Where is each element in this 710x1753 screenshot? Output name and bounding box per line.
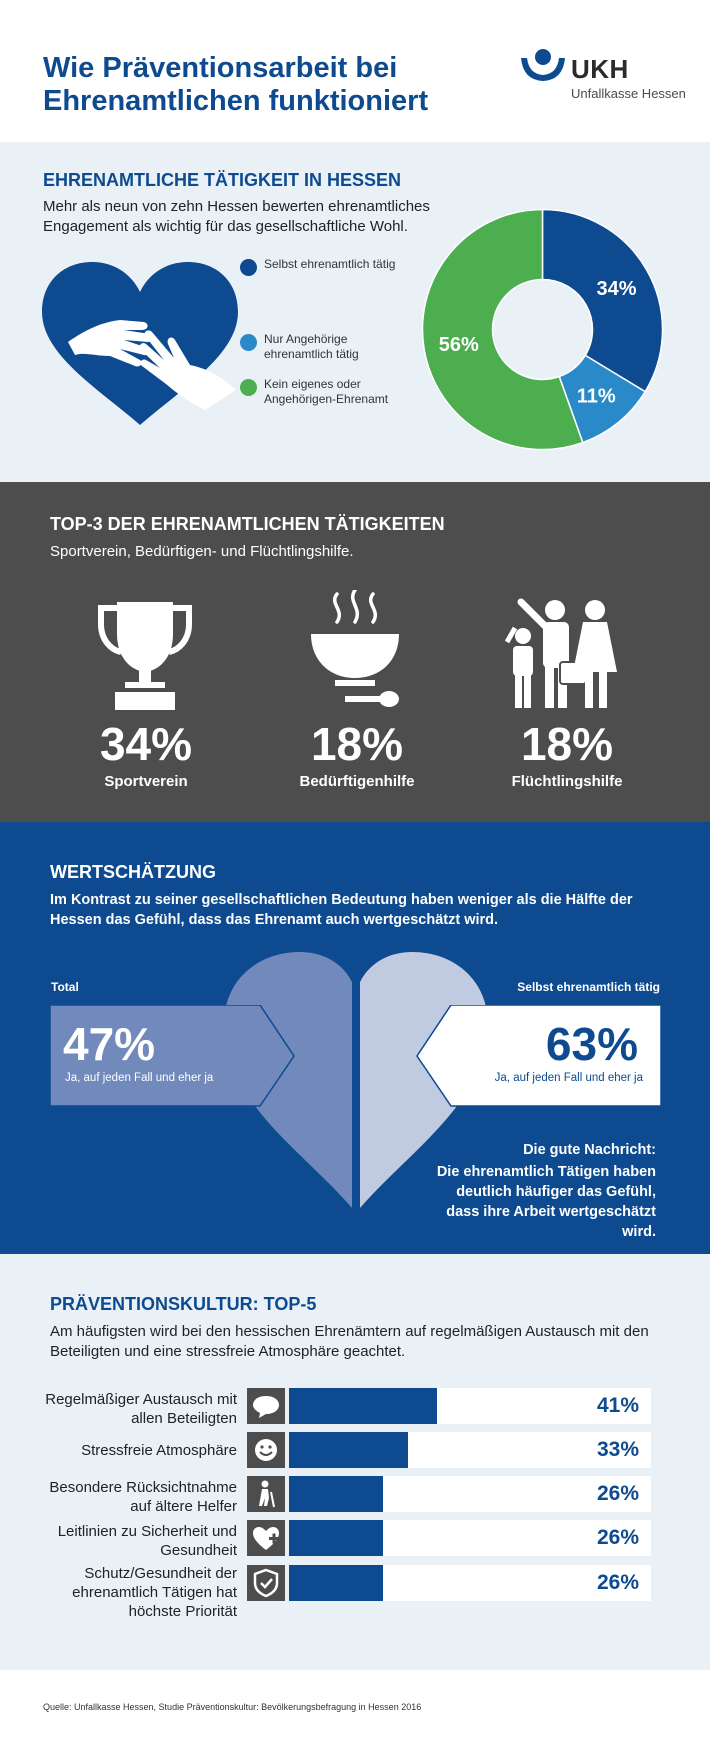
legend-item-angehoerige: Nur Angehörige ehrenamtlich tätig bbox=[240, 332, 384, 362]
logo-subtitle: Unfallkasse Hessen bbox=[571, 86, 686, 101]
section-heading: EHRENAMTLICHE TÄTIGKEIT IN HESSEN bbox=[43, 170, 402, 190]
section-intro: Sportverein, Bedürftigen- und Flüchtling… bbox=[50, 543, 354, 560]
section-heading: TOP-3 DER EHRENAMTLICHEN TÄTIGKEITEN bbox=[50, 514, 445, 534]
top3-pct-beduerftigenhilfe: 18% bbox=[310, 718, 404, 770]
legend-dot-green bbox=[240, 379, 257, 396]
bar-fill bbox=[289, 1565, 384, 1601]
donut-slice-label: 11% bbox=[577, 385, 616, 407]
legend-label: Selbst ehrenamtlich tätig bbox=[264, 257, 396, 271]
bar-value: 33% bbox=[596, 1438, 639, 1461]
section-intro: Am häufigsten wird bei den hessischen Eh… bbox=[50, 1323, 649, 1360]
section-top3: TOP-3 DER EHRENAMTLICHEN TÄTIGKEITEN Spo… bbox=[0, 482, 710, 822]
section-heading: PRÄVENTIONSKULTUR: TOP-5 bbox=[50, 1294, 317, 1314]
donut-chart: 34% 11% 56% bbox=[421, 208, 664, 451]
right-pct: 63% bbox=[545, 1018, 638, 1070]
donut-slice bbox=[541, 208, 664, 393]
bar-track: 26% bbox=[289, 1520, 651, 1556]
left-callout-shape bbox=[50, 1005, 295, 1107]
note-text: Die ehrenamtlich Tätigen haben deutlich … bbox=[436, 1164, 656, 1240]
bar-fill bbox=[289, 1476, 384, 1512]
legend-item-kein: Kein eigenes oder Angehörigen-Ehrenamt bbox=[240, 377, 404, 407]
right-callout-shape bbox=[416, 1005, 661, 1107]
bar-track: 26% bbox=[289, 1476, 651, 1512]
top3-label-sportverein: Sportverein bbox=[104, 773, 188, 790]
speech-bubble-icon bbox=[247, 1388, 285, 1424]
note-title: Die gute Nachricht: bbox=[523, 1142, 656, 1158]
elderly-person-icon bbox=[247, 1476, 285, 1512]
page-title: Wie Präventionsarbeit bei Ehrenamtlichen… bbox=[43, 52, 429, 117]
smiley-icon bbox=[247, 1432, 285, 1468]
top3-label-fluechtlingshilfe: Flüchtlingshilfe bbox=[511, 773, 623, 790]
section-ehrenamt: EHRENAMTLICHE TÄTIGKEIT IN HESSEN Mehr a… bbox=[0, 142, 710, 482]
bar-value: 26% bbox=[596, 1571, 639, 1594]
trophy-icon bbox=[98, 602, 192, 710]
top3-label-beduerftigenhilfe: Bedürftigenhilfe bbox=[299, 773, 415, 790]
bar-track: 26% bbox=[289, 1565, 651, 1601]
row-label: Regelmäßiger Austausch mit allen Beteili… bbox=[45, 1391, 237, 1427]
bar-value: 26% bbox=[596, 1526, 639, 1549]
soup-bowl-icon bbox=[311, 590, 399, 707]
section-praeventionskultur: PRÄVENTIONSKULTUR: TOP-5 Am häufigsten w… bbox=[0, 1254, 710, 1670]
heart-hands-icon bbox=[42, 262, 238, 425]
bar-track: 41% bbox=[289, 1388, 651, 1424]
top3-pct-fluechtlingshilfe: 18% bbox=[520, 718, 614, 770]
row-label: Schutz/Gesundheit der ehrenamtlich Tätig… bbox=[72, 1565, 237, 1620]
row-label: Leitlinien zu Sicherheit und Gesundheit bbox=[57, 1523, 237, 1559]
donut-slice-label: 56% bbox=[439, 334, 479, 356]
logo-wordmark: UKH bbox=[571, 54, 629, 84]
row-label: Besondere Rücksichtnahme auf ältere Helf… bbox=[49, 1479, 237, 1515]
heart-plus-icon bbox=[247, 1520, 285, 1556]
section-heading: WERTSCHÄTZUNG bbox=[50, 862, 216, 882]
right-label: Selbst ehrenamtlich tätig bbox=[517, 980, 660, 994]
top3-pct-sportverein: 34% bbox=[99, 718, 193, 770]
legend-item-selbst: Selbst ehrenamtlich tätig bbox=[240, 257, 404, 276]
bar-value: 41% bbox=[596, 1394, 639, 1417]
header: Wie Präventionsarbeit bei Ehrenamtlichen… bbox=[0, 0, 710, 142]
donut-slice-label: 34% bbox=[597, 278, 637, 300]
family-icon bbox=[505, 598, 617, 708]
ukh-logo-icon bbox=[521, 49, 565, 81]
left-pct: 47% bbox=[63, 1018, 156, 1070]
bar-fill bbox=[289, 1388, 438, 1424]
section-wertschaetzung: WERTSCHÄTZUNG Im Kontrast zu seiner gese… bbox=[0, 822, 710, 1254]
donut-slice bbox=[421, 208, 584, 451]
section-intro: Im Kontrast zu seiner gesellschaftlichen… bbox=[50, 892, 633, 928]
legend-label: Nur Angehörige ehrenamtlich tätig bbox=[264, 332, 359, 361]
bar-value: 26% bbox=[596, 1482, 639, 1505]
section-intro: Mehr als neun von zehn Hessen bewerten e… bbox=[43, 198, 430, 235]
right-sub: Ja, auf jeden Fall und eher ja bbox=[494, 1072, 643, 1084]
legend-dot-dark-blue bbox=[240, 259, 257, 276]
source-note: Quelle: Unfallkasse Hessen, Studie Präve… bbox=[43, 1702, 422, 1712]
left-sub: Ja, auf jeden Fall und eher ja bbox=[65, 1072, 214, 1084]
row-label: Stressfreie Atmosphäre bbox=[81, 1442, 237, 1459]
footer: Quelle: Unfallkasse Hessen, Studie Präve… bbox=[0, 1670, 710, 1753]
left-label: Total bbox=[51, 980, 79, 994]
legend-dot-light-blue bbox=[240, 334, 257, 351]
legend-label: Kein eigenes oder Angehörigen-Ehrenamt bbox=[264, 377, 389, 406]
bar-fill bbox=[289, 1520, 384, 1556]
bar-track: 33% bbox=[289, 1432, 651, 1468]
bar-fill bbox=[289, 1432, 409, 1468]
shield-check-icon bbox=[247, 1565, 285, 1601]
